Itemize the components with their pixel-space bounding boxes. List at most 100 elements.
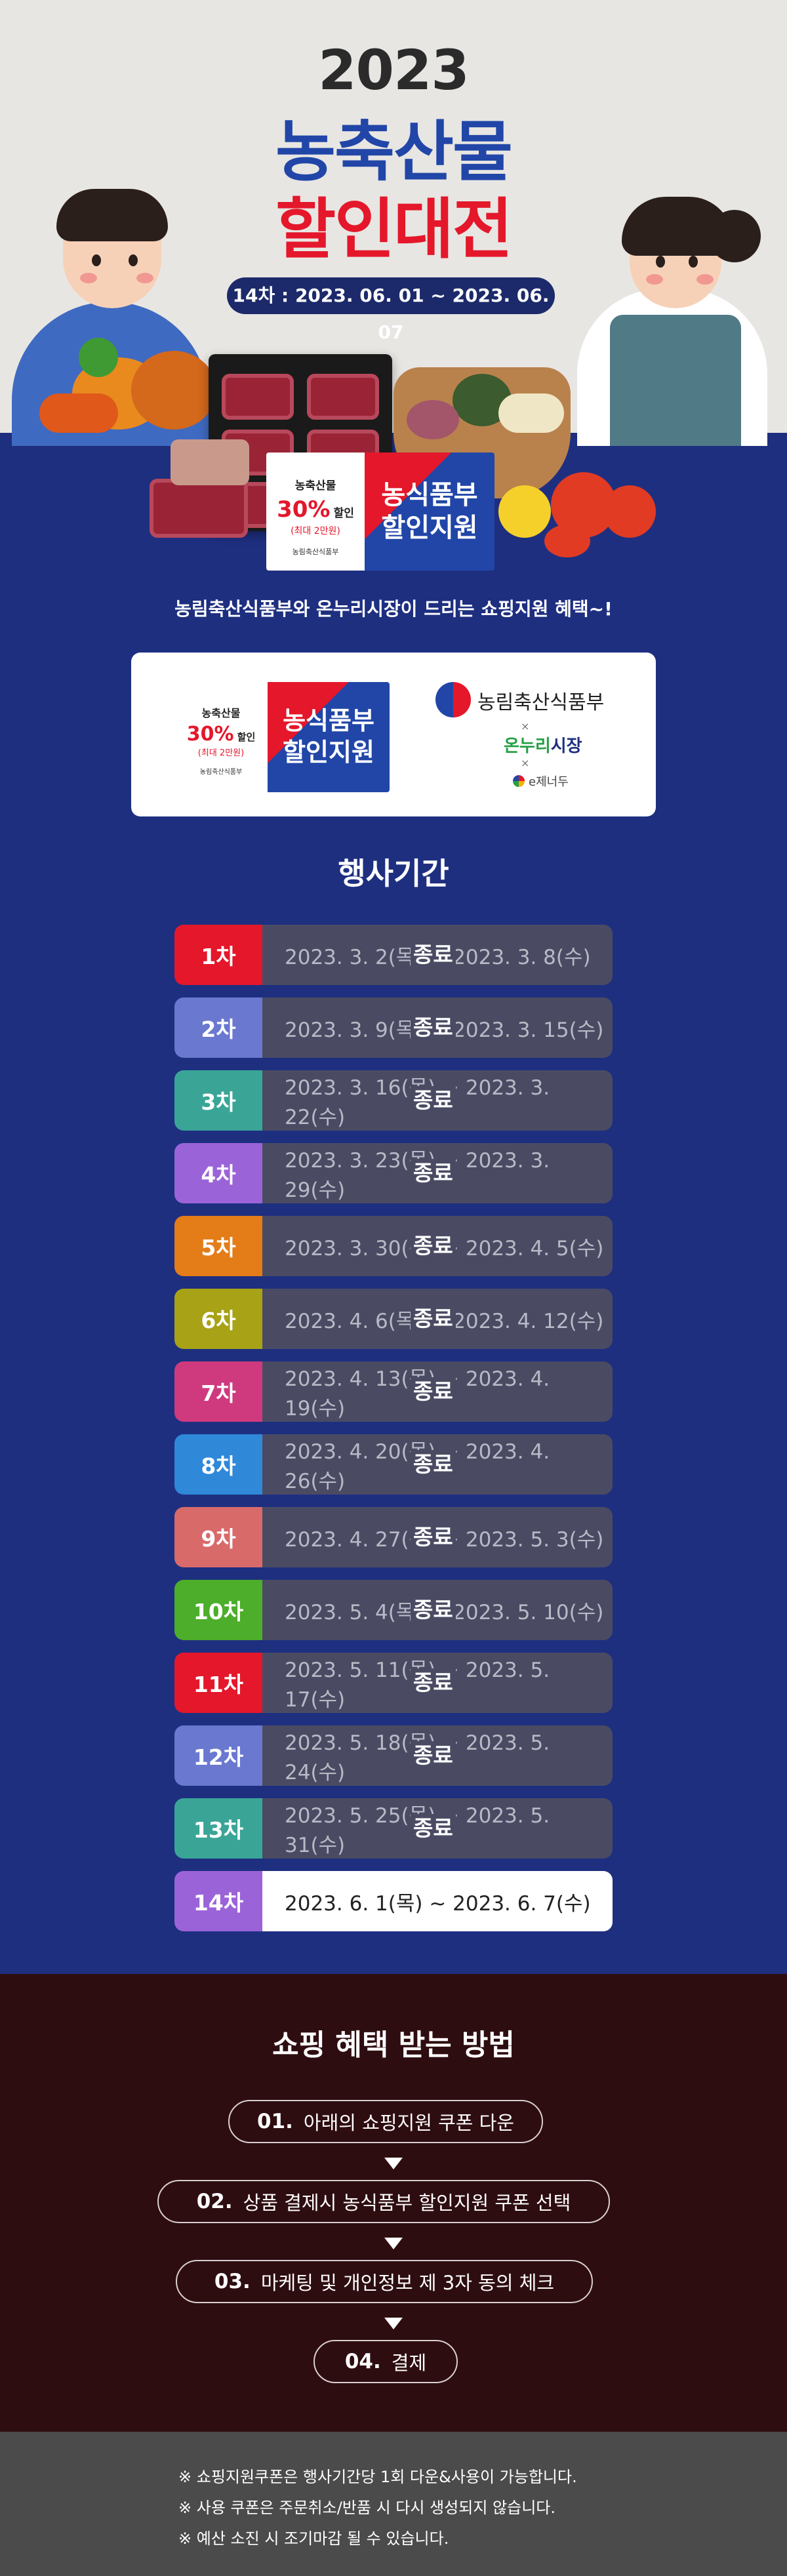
coupon-percent-suffix: 할인	[333, 507, 354, 520]
schedule-ended-badge: 종료	[411, 1086, 456, 1115]
schedule-ended-badge: 종료	[411, 1814, 456, 1843]
ministry-name: 농림축산식품부	[477, 691, 605, 714]
schedule-dates: 2023. 3. 30(목) ~ 2023. 4. 5(수)종료	[262, 1216, 613, 1276]
schedule-dates: 2023. 3. 16(목) ~ 2023. 3. 22(수)종료	[262, 1070, 613, 1131]
schedule-round-label: 8차	[174, 1434, 262, 1495]
partner-coupon-max: (최대 2만원)	[197, 748, 245, 758]
schedule-dates: 2023. 3. 23(목) ~ 2023. 3. 29(수)종료	[262, 1143, 613, 1203]
step-2-pill: 02. 상품 결제시 농식품부 할인지원 쿠폰 선택	[157, 2180, 610, 2223]
coupon-percent: 30%	[277, 496, 331, 523]
schedule-ended-badge: 종료	[411, 1596, 456, 1624]
step-arrow-1-icon	[384, 2158, 403, 2169]
schedule-ended-badge: 종료	[411, 1668, 456, 1697]
schedule-dates: 2023. 5. 4(목) ~ 2023. 5. 10(수)종료	[262, 1580, 613, 1640]
schedule-dates: 2023. 4. 13(목) ~ 2023. 4. 19(수)종료	[262, 1361, 613, 1422]
howto-title: 쇼핑 혜택 받는 방법	[272, 2028, 515, 2062]
schedule-ended-badge: 종료	[411, 1159, 456, 1188]
hero-year: 2023	[318, 38, 470, 102]
step-3-text: 마케팅 및 개인정보 제 3자 동의 체크	[260, 2272, 555, 2294]
step-1-text: 아래의 쇼핑지원 쿠폰 다운	[303, 2112, 515, 2134]
schedule-round-label: 13차	[174, 1798, 262, 1859]
schedule-dates: 2023. 3. 9(목) ~ 2023. 3. 15(수)종료	[262, 997, 613, 1058]
onnuri-green: 온누리	[504, 736, 551, 756]
schedule-ended-badge: 종료	[411, 1523, 456, 1552]
schedule-ended-badge: 종료	[411, 1013, 456, 1042]
partner-coupon-percent: 30%	[186, 723, 234, 746]
schedule-ended-badge: 종료	[411, 1450, 456, 1479]
schedule-round-label: 5차	[174, 1216, 262, 1276]
partner-coupon-percent-suffix: 할인	[237, 731, 256, 743]
schedule-dates: 2023. 4. 27(목) ~ 2023. 5. 3(수)종료	[262, 1507, 613, 1567]
hero-title-line2: 할인대전	[275, 191, 513, 268]
coupon-ministry: 농림축산식품부	[292, 548, 339, 556]
schedule-dates: 2023. 6. 1(목) ~ 2023. 6. 7(수)	[262, 1871, 613, 1931]
partner-coupon-big-line1: 농식품부	[283, 706, 374, 735]
step-4-pill: 04. 결제	[313, 2340, 458, 2383]
coupon-max: (최대 2만원)	[291, 526, 340, 536]
schedule-dates: 2023. 4. 20(목) ~ 2023. 4. 26(수)종료	[262, 1434, 613, 1495]
schedule-dates-text: 2023. 6. 1(목) ~ 2023. 6. 7(수)	[285, 1891, 591, 1916]
onnuri-blue: 시장	[550, 736, 582, 756]
schedule-dates: 2023. 3. 2(목) ~ 2023. 3. 8(수)종료	[262, 925, 613, 985]
ministry-logo-icon	[435, 682, 471, 717]
schedule-round-label: 7차	[174, 1361, 262, 1422]
schedule-round-label: 1차	[174, 925, 262, 985]
schedule-ended-badge: 종료	[411, 1741, 456, 1770]
discount-coupon-banner: 농축산물 30% 할인 (최대 2만원) 농림축산식품부 농식품부 할인지원	[266, 453, 494, 571]
schedule-dates: 2023. 5. 11(목) ~ 2023. 5. 17(수)종료	[262, 1653, 613, 1713]
step-3-num: 03.	[214, 2270, 251, 2293]
step-2-text: 상품 결제시 농식품부 할인지원 쿠폰 선택	[243, 2192, 571, 2214]
schedule-round-label: 11차	[174, 1653, 262, 1713]
step-1-pill: 01. 아래의 쇼핑지원 쿠폰 다운	[228, 2100, 543, 2143]
schedule-ended-badge: 종료	[411, 1232, 456, 1260]
step-arrow-2-icon	[384, 2238, 403, 2249]
partner-x-1: ×	[521, 720, 530, 733]
tagline: 농림축산식품부와 온누리시장이 드리는 쇼핑지원 혜택~!	[174, 598, 613, 620]
schedule-round-label: 2차	[174, 997, 262, 1058]
coupon-percent-line: 30% 할인	[266, 496, 365, 523]
partner-coupon-big-line2: 할인지원	[283, 738, 374, 767]
schedule-round-label: 6차	[174, 1289, 262, 1349]
step-4-num: 04.	[344, 2350, 381, 2373]
step-arrow-3-icon	[384, 2318, 403, 2329]
partner-x-2: ×	[521, 757, 530, 769]
note-1: ※ 쇼핑지원쿠폰은 행사기간당 1회 다운&사용이 가능합니다.	[178, 2468, 577, 2486]
schedule-row: 14차 2023. 6. 1(목) ~ 2023. 6. 7(수)	[174, 1871, 613, 1931]
notes-section	[0, 2432, 787, 2576]
partner-coupon-category: 농축산물	[201, 707, 241, 719]
coupon-big-line1: 농식품부	[381, 480, 478, 510]
note-3: ※ 예산 소진 시 조기마감 될 수 있습니다.	[178, 2529, 449, 2548]
schedule-dates: 2023. 4. 6(목) ~ 2023. 4. 12(수)종료	[262, 1289, 613, 1349]
howto-section	[0, 1974, 787, 2432]
schedule-title: 행사기간	[338, 856, 449, 891]
echeon-logo-text: e제너두	[529, 775, 569, 789]
schedule-ended-badge: 종료	[411, 1304, 456, 1333]
step-3-pill: 03. 마케팅 및 개인정보 제 3자 동의 체크	[176, 2260, 593, 2303]
schedule-dates: 2023. 5. 18(목) ~ 2023. 5. 24(수)종료	[262, 1725, 613, 1786]
schedule-round-label: 4차	[174, 1143, 262, 1203]
coupon-category: 농축산물	[294, 479, 336, 493]
schedule-ended-badge: 종료	[411, 1377, 456, 1406]
schedule-round-label: 12차	[174, 1725, 262, 1786]
note-2: ※ 사용 쿠폰은 주문취소/반품 시 다시 생성되지 않습니다.	[178, 2499, 555, 2517]
partner-coupon-ministry: 농림축산식품부	[199, 769, 243, 776]
hero-period-badge: 14차 : 2023. 06. 01 ~ 2023. 06. 07	[227, 277, 555, 343]
step-4-text: 결제	[391, 2352, 427, 2374]
echeon-logo-icon	[513, 775, 525, 787]
schedule-round-label: 9차	[174, 1507, 262, 1567]
schedule-dates: 2023. 5. 25(목) ~ 2023. 5. 31(수)종료	[262, 1798, 613, 1859]
schedule-ended-badge: 종료	[411, 940, 456, 969]
schedule-round-label: 3차	[174, 1070, 262, 1131]
